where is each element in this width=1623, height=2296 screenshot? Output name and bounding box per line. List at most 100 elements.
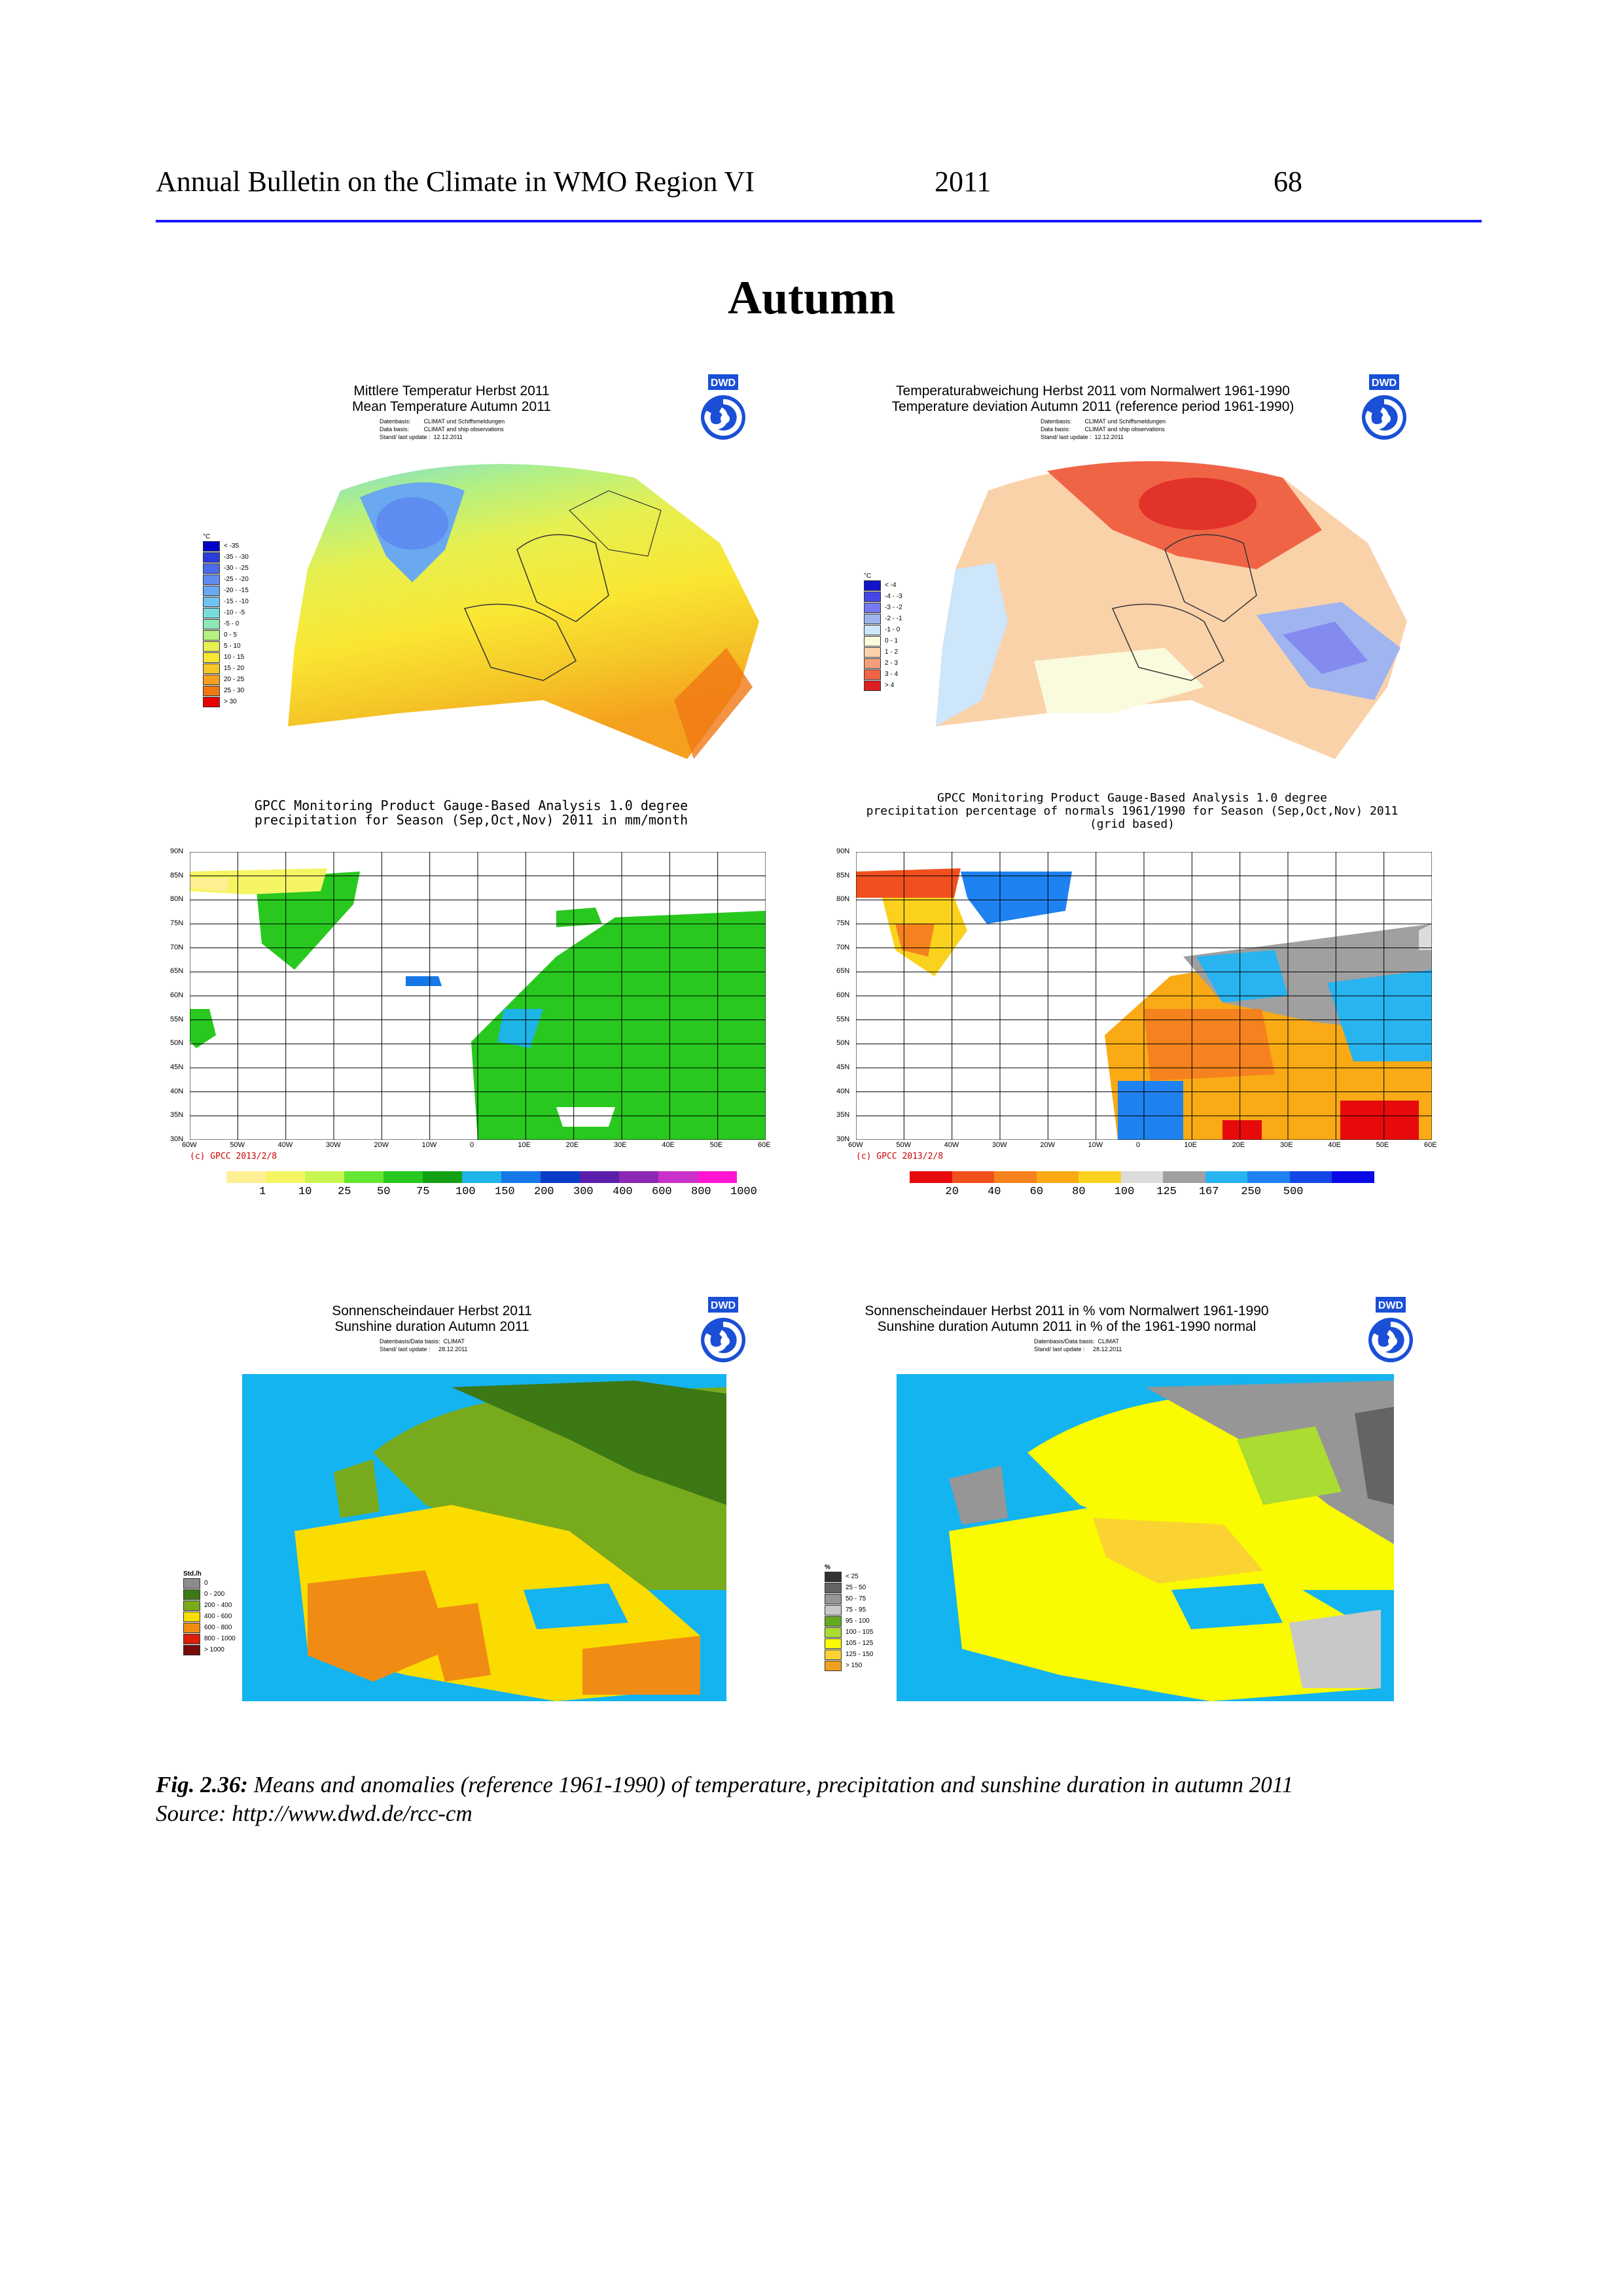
- legend-swatch: [203, 674, 220, 685]
- svg-text:DWD: DWD: [711, 1300, 736, 1311]
- dwd-logo-icon: DWD: [1362, 374, 1406, 440]
- lat-tick-label: 85N: [170, 871, 184, 879]
- legend-entry: 0 - 1: [864, 635, 902, 646]
- panel-meta: Datenbasis: CLIMAT und Schiffsmeldungen …: [380, 418, 505, 440]
- lat-tick-label: 40N: [170, 1087, 184, 1095]
- legend-label: 5 - 10: [224, 643, 241, 650]
- legend-swatch: [203, 552, 220, 563]
- precipitation-grid-map: [190, 852, 766, 1140]
- legend-entry: 10 - 15: [203, 652, 249, 663]
- colorbar-label: 100: [455, 1186, 476, 1198]
- sunshine-legend: Std./h 0 0 - 200 200 - 400 400 - 600 600 - 8…: [183, 1570, 236, 1655]
- colorbar-label: 100: [1114, 1186, 1135, 1198]
- legend-swatch: [183, 1611, 200, 1622]
- lat-tick-label: 65N: [170, 967, 184, 976]
- legend-entry: -30 - -25: [203, 563, 249, 574]
- lon-tick-label: 20W: [374, 1141, 389, 1149]
- lon-tick-label: 40E: [1328, 1141, 1341, 1149]
- legend-label: 3 - 4: [885, 671, 899, 678]
- panel-title-de: Temperaturabweichung Herbst 2011 vom Nor…: [896, 383, 1290, 398]
- lat-tick-label: 75N: [170, 919, 184, 927]
- colorbar-segment: [501, 1171, 541, 1183]
- legend-entry: 25 - 50: [825, 1582, 873, 1593]
- legend-swatch: [864, 646, 881, 658]
- colorbar-segment: [541, 1171, 580, 1183]
- lat-tick-label: 55N: [836, 1015, 850, 1023]
- gpcc-copyright: (c) GPCC 2013/2/8: [856, 1152, 944, 1161]
- page-number: 68: [1274, 166, 1302, 198]
- colorbar-label: 25: [338, 1186, 351, 1198]
- legend-entry: 125 - 150: [825, 1649, 873, 1660]
- legend-entry: 5 - 10: [203, 641, 249, 652]
- panel-title-line1: GPCC Monitoring Product Gauge-Based Anal…: [254, 798, 688, 813]
- legend-swatch: [864, 624, 881, 635]
- colorbar-label: 500: [1283, 1186, 1304, 1198]
- legend-entry: -1 - 0: [864, 624, 902, 635]
- lon-tick-label: 40E: [662, 1141, 675, 1149]
- panel-sunshine-percentage: Sonnenscheindauer Herbst 2011 in % vom N…: [818, 1296, 1440, 1714]
- legend-swatch: [825, 1571, 842, 1582]
- lon-tick-label: 10W: [421, 1141, 437, 1149]
- legend-entry: 1 - 2: [864, 646, 902, 658]
- colorbar-segment: [1079, 1171, 1121, 1183]
- colorbar-segment: [1332, 1171, 1375, 1183]
- legend-label: -5 - 0: [224, 620, 240, 627]
- lat-tick-label: 80N: [836, 895, 850, 904]
- legend-label: 15 - 20: [224, 665, 245, 672]
- legend-label: 400 - 600: [204, 1613, 232, 1620]
- temp-mean-legend: °C < -35 -35 - -30 -30 - -25 -25 - -20 -20 -…: [203, 533, 249, 707]
- legend-entry: 20 - 25: [203, 674, 249, 685]
- panel-title-de: Mittlere Temperatur Herbst 2011: [353, 383, 550, 398]
- lon-tick-label: 50E: [709, 1141, 723, 1149]
- legend-label: -3 - -2: [885, 604, 902, 611]
- legend-label: 50 - 75: [846, 1595, 866, 1602]
- colorbar-label: 250: [1241, 1186, 1261, 1198]
- legend-swatch: [203, 618, 220, 629]
- legend-label: 0 - 200: [204, 1591, 225, 1598]
- legend-entry: < -35: [203, 540, 249, 552]
- legend-label: -20 - -15: [224, 587, 249, 594]
- panel-title-line2: precipitation percentage of normals 1961…: [866, 804, 1399, 818]
- panel-meta: Datenbasis: CLIMAT und Schiffsmeldungen …: [1041, 418, 1166, 440]
- legend-swatch: [825, 1616, 842, 1627]
- legend-label: > 150: [846, 1662, 863, 1669]
- colorbar-label: 400: [613, 1186, 633, 1198]
- lat-tick-label: 30N: [170, 1135, 184, 1143]
- legend-entry: -5 - 0: [203, 618, 249, 629]
- temp-anomaly-legend: °C < -4 -4 - -3 -3 - -2 -2 - -1 -1 - 0 0 - 1 1…: [864, 573, 902, 691]
- legend-label: 20 - 25: [224, 676, 245, 683]
- legend-swatch: [203, 563, 220, 574]
- legend-label: 105 - 125: [846, 1640, 874, 1647]
- lat-tick-label: 75N: [836, 919, 850, 927]
- legend-label: -15 - -10: [224, 598, 249, 605]
- svg-text:DWD: DWD: [711, 378, 736, 389]
- lon-tick-label: 60W: [182, 1141, 197, 1149]
- colorbar-label: 1: [259, 1186, 266, 1198]
- panel-title-de: Sonnenscheindauer Herbst 2011 in % vom N…: [865, 1303, 1269, 1318]
- legend-label: < 25: [846, 1573, 859, 1580]
- legend-unit: Std./h: [183, 1570, 202, 1578]
- legend-entry: < -4: [864, 580, 902, 591]
- legend-label: -4 - -3: [885, 593, 902, 600]
- precipitation-colorbar: [226, 1171, 737, 1183]
- legend-entry: > 4: [864, 680, 902, 691]
- legend-entry: -35 - -30: [203, 552, 249, 563]
- lon-tick-label: 30W: [326, 1141, 341, 1149]
- temperature-anomaly-map: [936, 461, 1407, 759]
- legend-swatch: [203, 540, 220, 552]
- colorbar-label: 200: [534, 1186, 554, 1198]
- legend-entry: 0 - 5: [203, 629, 249, 641]
- lon-tick-label: 60W: [848, 1141, 863, 1149]
- lat-tick-label: 45N: [836, 1063, 850, 1071]
- legend-label: 125 - 150: [846, 1651, 874, 1658]
- colorbar-segment: [383, 1171, 423, 1183]
- lon-tick-label: 0: [1136, 1141, 1141, 1149]
- lat-tick-label: 70N: [170, 943, 184, 951]
- legend-entry: 800 - 1000: [183, 1633, 236, 1644]
- lon-tick-label: 30E: [614, 1141, 627, 1149]
- lon-tick-label: 40W: [277, 1141, 293, 1149]
- legend-entry: -20 - -15: [203, 585, 249, 596]
- dwd-logo-icon: DWD: [701, 1297, 745, 1362]
- panel-temp-anomaly: Temperaturabweichung Herbst 2011 vom Nor…: [851, 366, 1440, 772]
- legend-entry: 50 - 75: [825, 1593, 873, 1604]
